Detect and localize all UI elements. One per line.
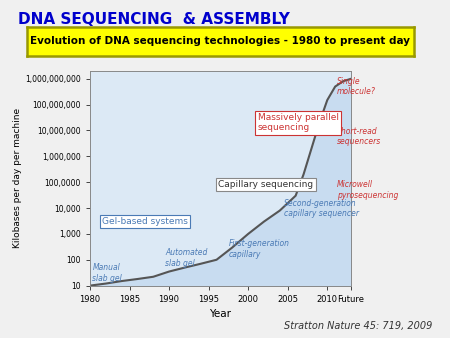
Text: Second-generation
capillary sequencer: Second-generation capillary sequencer [284,199,359,218]
Text: Manual
slab gel: Manual slab gel [92,263,122,283]
Text: DNA SEQUENCING  & ASSEMBLY: DNA SEQUENCING & ASSEMBLY [18,12,290,27]
X-axis label: Year: Year [210,309,231,319]
Text: Automated
slab gel: Automated slab gel [165,248,207,268]
Text: Capillary sequencing: Capillary sequencing [218,180,313,189]
Text: Microwell
pyrosequencing: Microwell pyrosequencing [337,180,398,200]
Text: Stratton Nature 45: 719, 2009: Stratton Nature 45: 719, 2009 [284,321,432,331]
Text: Short-read
sequencers: Short-read sequencers [337,126,381,146]
Text: Massively parallel
sequencing: Massively parallel sequencing [258,113,339,132]
Text: Gel-based systems: Gel-based systems [102,217,188,226]
Text: Single
molecule?: Single molecule? [337,77,376,96]
Text: Evolution of DNA sequencing technologies - 1980 to present day: Evolution of DNA sequencing technologies… [31,37,410,46]
Y-axis label: Kilobases per day per machine: Kilobases per day per machine [14,108,22,248]
Text: First-generation
capillary: First-generation capillary [229,239,289,259]
